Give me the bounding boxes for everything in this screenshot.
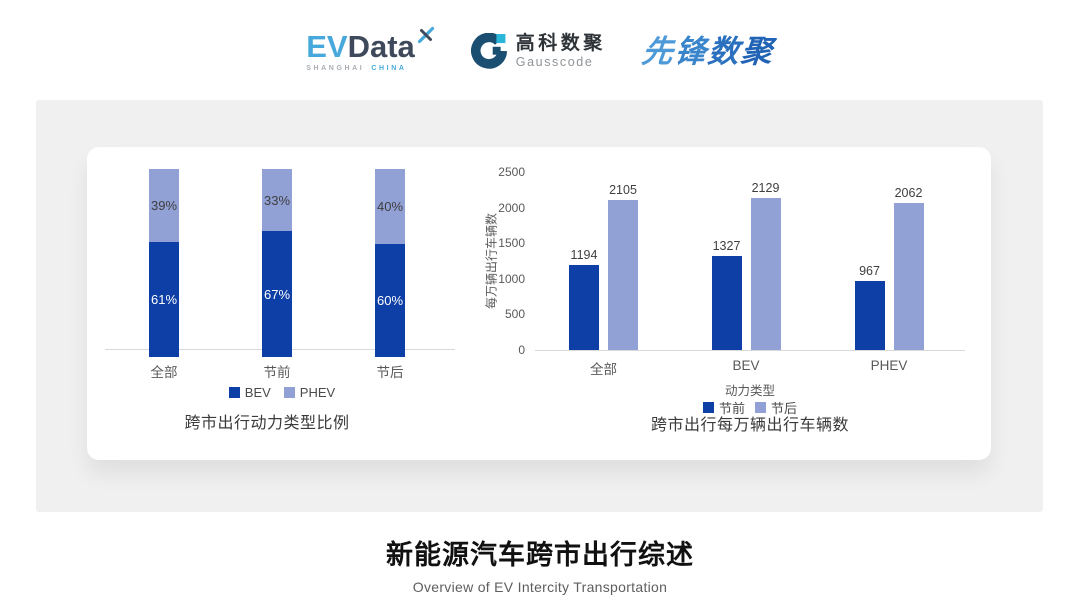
charts-panel: BEV PHEV 跨市出行动力类型比例 39% 61% 全部 33% 67% 节前 40% 60… <box>36 100 1043 512</box>
bar-value-label: 2105 <box>609 183 637 198</box>
bar-节后-BEV <box>750 198 781 350</box>
gausscode-cn-text: 高科数聚 <box>515 33 606 55</box>
evdata-data-text: Data <box>347 28 415 64</box>
y-tick-label: 500 <box>504 307 525 322</box>
x-tick-label: 全部 <box>590 362 617 377</box>
stacked-bar-全部: 39% 61% <box>149 169 179 357</box>
x-tick-label: 节后 <box>376 365 404 380</box>
g-ring-icon <box>470 33 507 69</box>
x-tick-label: PHEV <box>870 358 908 373</box>
bar-segment-BEV: 60% <box>375 244 405 357</box>
x-tick-label: 全部 <box>150 365 178 380</box>
legend-label: BEV <box>244 385 271 400</box>
xianfeng-char: 数 <box>705 33 743 69</box>
xianfeng-logo: 先锋数聚 <box>639 33 776 69</box>
y-tick-label: 2000 <box>498 200 525 215</box>
stacked-bar-节前: 33% 67% <box>262 169 292 357</box>
logo-bar: EV Data SHANGHAI CHINA 高科数聚 Gausscode 先锋… <box>0 20 1080 82</box>
bar-节后-全部 <box>608 200 638 350</box>
chart-title: 跨市出行每万辆出行车辆数 <box>650 417 849 434</box>
xianfeng-char: 先 <box>639 33 677 69</box>
bar-value-label: 2062 <box>894 186 923 201</box>
evdata-subtitle: SHANGHAI CHINA <box>306 65 435 72</box>
y-axis-title: 每万辆出行车辆数 <box>484 212 499 310</box>
legend: BEV PHEV <box>97 385 467 400</box>
bar-segment-PHEV: 39% <box>149 169 179 243</box>
legend-swatch <box>755 402 766 413</box>
bar-segment-PHEV: 40% <box>375 169 405 245</box>
page-footer: 新能源汽车跨市出行综述 Overview of EV Intercity Tra… <box>0 533 1080 595</box>
page-title: 新能源汽车跨市出行综述 <box>386 540 694 570</box>
gausscode-logo: 高科数聚 Gausscode <box>470 33 606 69</box>
bar-节前-PHEV <box>854 281 885 350</box>
bar-segment-label: 39% <box>150 198 178 214</box>
bar-segment-label: 33% <box>263 192 291 208</box>
bar-segment-label: 60% <box>376 293 404 309</box>
legend-label: PHEV <box>299 385 336 400</box>
legend-label: 节前 <box>718 401 745 416</box>
x-axis-title: 动力类型 <box>724 384 775 398</box>
y-tick-label: 2500 <box>498 165 525 179</box>
bar-节后-PHEV <box>893 203 924 350</box>
evdata-china-text: CHINA <box>371 64 407 72</box>
bar-segment-label: 40% <box>376 199 404 215</box>
legend-item-节前: 节前 <box>702 398 745 417</box>
sparkle-x-icon <box>417 26 434 43</box>
y-tick-label: 0 <box>518 343 525 357</box>
charts-card: BEV PHEV 跨市出行动力类型比例 39% 61% 全部 33% 67% 节前 40% 60… <box>87 147 991 460</box>
evdata-ev-text: EV <box>306 28 348 64</box>
legend-label: 节后 <box>771 401 798 416</box>
power-type-ratio-chart: BEV PHEV 跨市出行动力类型比例 39% 61% 全部 33% 67% 节前 40% 60… <box>87 147 477 460</box>
xianfeng-char: 聚 <box>738 33 776 69</box>
chart-title: 跨市出行动力类型比例 <box>184 415 350 432</box>
y-tick-label: 1500 <box>498 236 525 251</box>
bar-segment-BEV: 61% <box>149 242 179 357</box>
legend: 节前 节后 <box>535 398 965 417</box>
x-axis-line <box>535 350 965 351</box>
y-tick-label: 1000 <box>498 271 525 286</box>
legend-item-PHEV: PHEV <box>283 385 336 400</box>
xianfeng-char: 锋 <box>672 33 710 69</box>
legend-swatch <box>283 387 295 398</box>
legend-item-节后: 节后 <box>755 398 797 417</box>
evdata-shanghai-text: SHANGHAI <box>306 64 365 72</box>
bar-value-label: 967 <box>859 264 880 279</box>
bar-value-label: 1194 <box>570 247 598 262</box>
page-subtitle: Overview of EV Intercity Transportation <box>412 579 668 595</box>
bar-value-label: 2129 <box>751 181 780 196</box>
gausscode-wordmark: 高科数聚 Gausscode <box>516 33 606 69</box>
gausscode-en-text: Gausscode <box>515 54 594 69</box>
bar-节前-BEV <box>711 255 742 350</box>
x-tick-label: 节前 <box>263 365 291 380</box>
stacked-bar-节后: 40% 60% <box>375 169 405 357</box>
bar-segment-PHEV: 33% <box>262 169 292 232</box>
bar-segment-label: 61% <box>150 292 178 308</box>
bar-segment-label: 67% <box>263 286 291 302</box>
legend-item-BEV: BEV <box>228 385 271 400</box>
legend-swatch <box>702 402 714 413</box>
bar-segment-BEV: 67% <box>262 231 292 357</box>
trips-per-10k-chart: 每万辆出行车辆数 动力类型 节前 节后 跨市出行每万辆出行车辆数 0 500 1000… <box>477 147 991 460</box>
legend-swatch <box>228 387 240 398</box>
bar-节前-全部 <box>569 264 599 350</box>
bar-value-label: 1327 <box>712 238 741 253</box>
evdata-wordmark: EV Data <box>306 26 435 64</box>
evdata-logo: EV Data SHANGHAI CHINA <box>306 26 435 72</box>
x-tick-label: BEV <box>732 358 760 373</box>
